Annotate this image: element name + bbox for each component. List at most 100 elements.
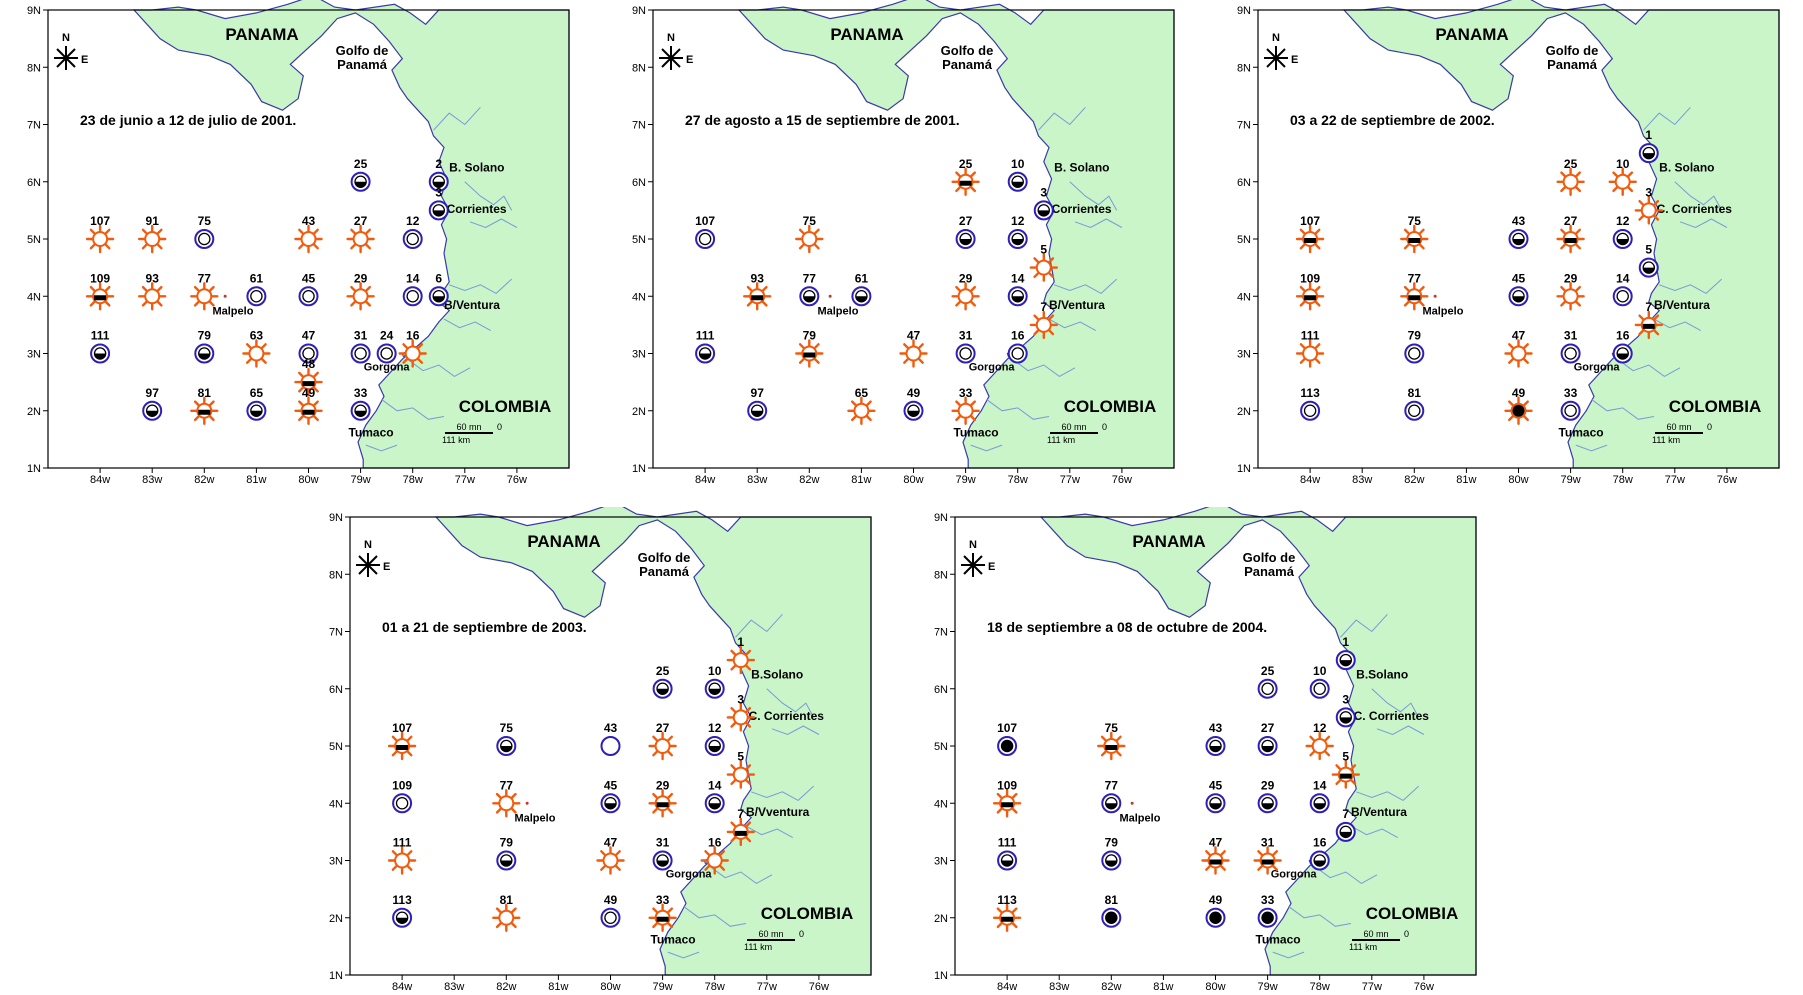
station-id-label: 3: [1342, 692, 1349, 706]
inner-ring: [1564, 347, 1577, 360]
lat-tick-label: 9N: [329, 512, 343, 524]
compass-rose: [356, 553, 380, 577]
lon-tick-label: 79w: [956, 474, 976, 483]
station-id-label: 29: [354, 271, 368, 285]
sun-icon: [1556, 167, 1585, 196]
station-id-label: 79: [803, 329, 817, 343]
station-id-label: 33: [959, 386, 973, 400]
station-marker: 45: [298, 271, 319, 307]
sun-icon: [492, 789, 521, 818]
inner-ring: [604, 911, 617, 924]
half-filled-circle-icon: [1007, 171, 1028, 192]
half-fill: [1261, 859, 1274, 865]
station-marker: 24: [376, 329, 397, 364]
full-fill: [1209, 912, 1222, 924]
half-fill: [1642, 323, 1655, 329]
station-marker: 79: [194, 329, 215, 364]
station-id-label: 31: [1261, 836, 1275, 850]
station-marker: 77: [492, 778, 521, 818]
station-id-label: 16: [1616, 329, 1630, 343]
station-id-label: 61: [250, 271, 264, 285]
station-marker: 43: [1508, 214, 1529, 249]
river-line: [365, 444, 398, 452]
station-marker: 16: [1309, 836, 1330, 871]
half-fill: [656, 802, 669, 808]
half-fill: [1314, 860, 1326, 867]
station-id-label: 81: [198, 386, 212, 400]
half-fill: [500, 860, 512, 867]
empty-circle-icon: [1560, 400, 1581, 421]
half-fill: [855, 296, 867, 302]
half-fill: [1339, 773, 1352, 779]
empty-circle-icon: [600, 736, 621, 756]
station-id-label: 49: [1512, 386, 1526, 400]
half-filled-circle-icon: [1612, 229, 1633, 249]
filled-circle-icon: [1257, 907, 1278, 928]
station-id-label: 12: [708, 721, 722, 735]
sun-icon: [726, 703, 755, 732]
station-id-label: 25: [1564, 157, 1578, 171]
sun-icon: [1556, 282, 1585, 311]
station-id-label: 107: [695, 214, 715, 228]
station-marker: 2: [428, 157, 449, 192]
station-marker: 16: [398, 329, 427, 368]
station-marker: 77: [190, 271, 219, 311]
station-marker: 29: [951, 271, 980, 311]
inner-ring: [1303, 404, 1317, 417]
station-marker: 45: [1205, 778, 1226, 814]
half-fill: [1001, 860, 1013, 867]
lat-tick-label: 6N: [632, 177, 646, 189]
station-id-label: 29: [656, 778, 670, 792]
inner-ring: [354, 347, 367, 360]
gulf-label: Golfo de: [1243, 550, 1296, 565]
lon-tick-label: 81w: [1456, 474, 1476, 483]
compass-north: N: [1272, 32, 1280, 44]
station-marker: 97: [142, 386, 163, 421]
empty-circle-icon: [1404, 343, 1425, 364]
station-marker: 111: [997, 836, 1018, 871]
sun-rays: [596, 846, 625, 875]
station-id-label: 10: [708, 664, 722, 678]
station-marker: 113: [392, 893, 412, 928]
station-marker: 31: [1560, 329, 1581, 364]
half-fill: [302, 409, 315, 415]
inner-ring: [1261, 682, 1274, 695]
sun-icon: [648, 789, 677, 818]
empty-circle-icon: [955, 343, 976, 364]
empty-circle-icon: [298, 286, 319, 307]
station-marker: 14: [1612, 271, 1633, 307]
station-id-label: 24: [380, 329, 394, 343]
lon-tick-label: 78w: [1008, 474, 1028, 483]
sun-icon: [596, 846, 625, 875]
station-id-label: 10: [1313, 664, 1327, 678]
river-line: [1288, 905, 1352, 927]
half-filled-circle-icon: [1007, 286, 1028, 307]
country-panama: PANAMA: [1132, 532, 1205, 551]
lon-tick-label: 80w: [1205, 981, 1225, 990]
station-marker: 5: [1638, 243, 1659, 278]
station-id-label: 97: [146, 386, 160, 400]
half-fill: [803, 296, 815, 302]
station-marker: 31: [350, 329, 371, 364]
half-fill: [1340, 660, 1352, 666]
malpelo-island: [525, 801, 529, 805]
empty-circle-icon: [376, 343, 397, 364]
country-panama: PANAMA: [830, 25, 903, 44]
full-fill: [1001, 740, 1013, 752]
station-marker: 47: [596, 836, 625, 875]
half-fill: [396, 917, 408, 924]
scale-nm-label: 60 mn: [1666, 422, 1691, 432]
station-id-label: 47: [302, 329, 316, 343]
river-line: [771, 725, 820, 736]
river-line: [469, 218, 518, 229]
station-marker: 10: [1007, 157, 1028, 192]
scale-zero-label: 0: [497, 422, 502, 432]
sun-rays: [492, 789, 521, 818]
tumaco-label: Tumaco: [650, 933, 695, 947]
half-fill: [433, 181, 445, 188]
station-id-label: 107: [90, 214, 110, 228]
malpelo-island: [828, 294, 832, 298]
station-id-label: 91: [146, 214, 160, 228]
lat-tick-label: 7N: [632, 120, 646, 132]
